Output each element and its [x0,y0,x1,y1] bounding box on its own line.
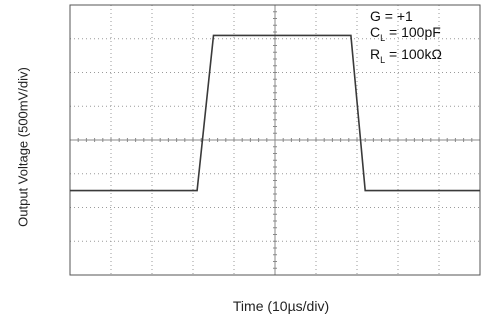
condition-subscript: L [380,32,386,43]
condition-symbol: R [370,45,381,62]
waveform-series-0 [70,34,480,192]
condition-line: G = +1 [370,8,442,24]
x-axis-label: Time (10µs/div) [232,298,330,314]
condition-symbol: C [370,24,381,40]
condition-symbol: G [370,8,381,24]
grid-lines [70,5,480,275]
condition-line: RL = 100kΩ [370,46,442,68]
condition-value: = 100pF [385,24,441,40]
waveform-traces [70,34,480,192]
condition-value: = +1 [380,8,413,24]
plot-frame [69,4,481,276]
condition-line: CL = 100pF [370,24,442,46]
condition-value: = 100kΩ [385,45,442,62]
conditions-annotation: G = +1 CL = 100pF RL = 100kΩ [370,8,442,68]
y-axis-label: Output Voltage (500mV/div) [15,67,31,227]
condition-subscript: L [380,54,386,65]
